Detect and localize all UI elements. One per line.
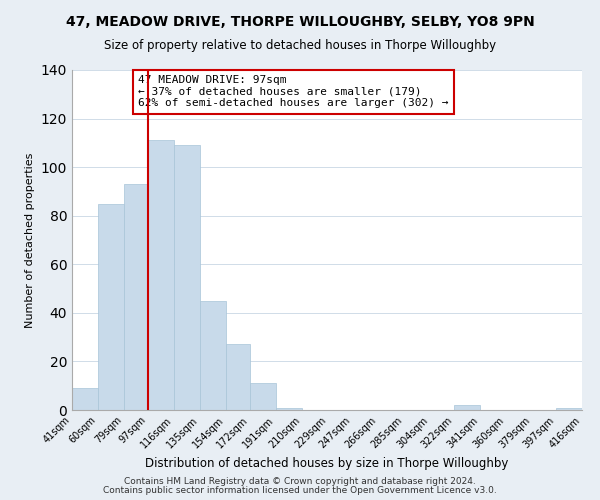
Bar bbox=[226, 344, 250, 410]
Text: 47, MEADOW DRIVE, THORPE WILLOUGHBY, SELBY, YO8 9PN: 47, MEADOW DRIVE, THORPE WILLOUGHBY, SEL… bbox=[65, 15, 535, 29]
Bar bbox=[200, 300, 226, 410]
Bar bbox=[250, 384, 276, 410]
Text: Contains public sector information licensed under the Open Government Licence v3: Contains public sector information licen… bbox=[103, 486, 497, 495]
Bar bbox=[174, 146, 200, 410]
Bar bbox=[148, 140, 174, 410]
Bar bbox=[276, 408, 302, 410]
Bar bbox=[72, 388, 98, 410]
Bar bbox=[98, 204, 124, 410]
Bar bbox=[556, 408, 582, 410]
Text: 47 MEADOW DRIVE: 97sqm
← 37% of detached houses are smaller (179)
62% of semi-de: 47 MEADOW DRIVE: 97sqm ← 37% of detached… bbox=[139, 75, 449, 108]
X-axis label: Distribution of detached houses by size in Thorpe Willoughby: Distribution of detached houses by size … bbox=[145, 456, 509, 469]
Text: Size of property relative to detached houses in Thorpe Willoughby: Size of property relative to detached ho… bbox=[104, 39, 496, 52]
Text: Contains HM Land Registry data © Crown copyright and database right 2024.: Contains HM Land Registry data © Crown c… bbox=[124, 477, 476, 486]
Y-axis label: Number of detached properties: Number of detached properties bbox=[25, 152, 35, 328]
Bar bbox=[124, 184, 148, 410]
Bar bbox=[454, 405, 480, 410]
